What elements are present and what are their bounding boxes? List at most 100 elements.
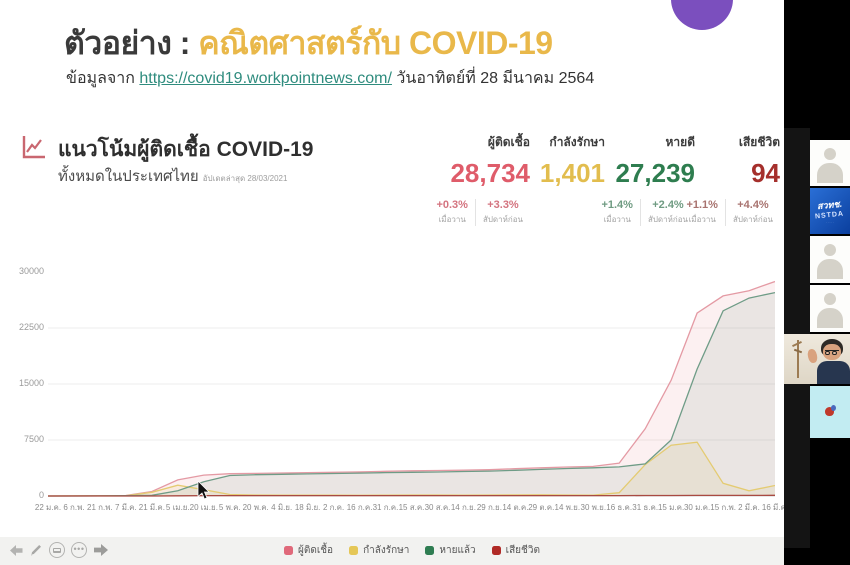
stat-value: 1,401 [539,158,605,188]
change-lastweek: +2.4% สัปดาห์ก่อน [639,199,695,226]
stat-value: 94 [751,158,780,188]
x-tick-label: 29 ก.ย. [476,503,502,512]
participants-sidebar: สวทช. NSTDA · · · · · [784,0,850,565]
laptop-icon[interactable] [49,542,65,558]
chart-canvas [47,280,776,497]
x-tick-label: 29 ต.ค. [528,503,555,512]
subtitle-prefix: ข้อมูลจาก [66,70,140,87]
x-tick-label: 20 พ.ค. [242,503,269,512]
stat-label: หายดี [665,135,695,149]
y-tick-label: 22500 [18,322,44,332]
participant-graphic-tile[interactable] [810,386,850,438]
slide-subtitle: ข้อมูลจาก https://covid19.workpointnews.… [66,66,594,91]
legend-swatch [425,546,435,555]
legend-item: หายแล้ว [425,543,476,558]
avatar-icon [817,308,843,328]
participant-nstda-logo-tile[interactable]: สวทช. NSTDA · · · · · [810,188,850,234]
participant-avatar-tile[interactable] [810,285,850,332]
change-pct: +4.4% [737,199,769,211]
pen-icon[interactable] [29,543,43,557]
x-tick-label: 31 ก.ค. [372,503,399,512]
stat-label: เสียชีวิต [738,135,780,149]
section-subtitle-text: ทั้งหมดในประเทศไทย [58,168,199,185]
legend-item: เสียชีวิต [491,543,540,558]
legend-label: หายแล้ว [439,545,476,556]
avatar-icon [817,163,843,183]
x-tick-label: 4 มิ.ย. [271,503,293,512]
stat-label: ผู้ติดเชื้อ [487,135,530,149]
legend-label: ผู้ติดเชื้อ [298,545,334,556]
x-tick-label: 15 ส.ค. [398,503,425,512]
change-pct: +2.4% [652,199,684,211]
y-tick-label: 15000 [18,378,44,388]
x-tick-label: 15 ก.พ. [710,503,736,512]
x-tick-label: 21 ก.พ. [87,503,113,512]
x-tick-label: 7 มี.ค. [115,503,137,512]
previous-arrow-icon[interactable] [10,544,23,557]
subtitle-date: วันอาทิตย์ที่ 28 มีนาคม 2564 [391,70,595,87]
stat-label: กำลังรักษา [549,135,605,149]
x-tick-label: 16 ก.ค. [346,503,373,512]
x-tick-label: 15 ม.ค. [657,503,685,512]
legend-swatch [284,546,293,555]
x-tick-label: 16 ธ.ค. [606,503,633,512]
legend-swatch [491,546,501,555]
change-yesterday: +0.3% เมื่อวาน [429,199,475,226]
bottom-bar [0,537,784,565]
person-glasses [825,350,839,355]
change-period: สัปดาห์ก่อน [647,215,688,224]
coat-rack [797,340,799,378]
covid-trend-chart [47,272,776,497]
x-tick-label: 30 ส.ค. [424,503,451,512]
legend-label: เสียชีวิต [505,545,540,556]
x-tick-label: 18 มิ.ย. [294,503,321,512]
y-tick-label: 0 [38,490,44,500]
stat-value: 27,239 [615,158,695,188]
legend-item: ผู้ติดเชื้อ [284,543,333,558]
nstda-logo-tagline: · · · · · [825,220,835,224]
avatar-icon [824,293,836,305]
change-pct: +3.3% [487,199,519,211]
stat-infected: ผู้ติดเชื้อ 28,734 +0.3% เมื่อวาน +3.3% สั… [420,133,530,226]
next-arrow-icon[interactable] [93,543,108,557]
change-period: สัปดาห์ก่อน [482,215,523,224]
decorative-circle [671,0,733,30]
title-prefix: ตัวอย่าง : [64,25,199,61]
change-lastweek: +4.4% สัปดาห์ก่อน [724,199,780,226]
change-period: เมื่อวาน [688,215,716,224]
avatar-icon [824,148,836,160]
change-pct: +0.3% [436,199,468,211]
stat-changes: +1.4% เมื่อวาน +2.4% สัปดาห์ก่อน [598,199,695,226]
avatar-icon [824,244,836,256]
participant-avatar-tile[interactable] [810,140,850,186]
line-chart-icon [22,136,45,159]
change-period: เมื่อวาน [603,215,631,224]
legend-swatch [349,546,359,555]
title-highlight: คณิตศาสตร์กับ COVID-19 [198,25,553,61]
ellipsis-icon[interactable]: ••• [71,542,87,558]
legend-label: กำลังรักษา [363,545,410,556]
person-shirt [817,361,850,384]
x-tick-label: 6 ก.พ. [63,503,85,512]
x-tick-label: 14 พ.ย. [554,503,581,512]
section-subtitle: ทั้งหมดในประเทศไทย อัปเดตล่าสุด 28/03/202… [58,164,287,188]
chart-legend: ผู้ติดเชื้อ กำลังรักษา หายแล้ว เสียชีวิต [284,543,540,558]
legend-item: กำลังรักษา [349,543,409,558]
stat-value: 28,734 [450,158,530,188]
x-tick-label: 30 พ.ย. [580,503,607,512]
stat-changes: +0.3% เมื่อวาน +3.3% สัปดาห์ก่อน [420,199,530,226]
x-tick-label: 14 ก.ย. [450,503,476,512]
change-period: เมื่อวาน [438,215,466,224]
slide-title: ตัวอย่าง : คณิตศาสตร์กับ COVID-19 [64,18,553,69]
participant-webcam-video[interactable] [784,334,850,384]
source-link[interactable]: https://covid19.workpointnews.com/ [139,70,392,87]
x-tick-label: 20 เม.ย. [189,503,218,512]
x-tick-label: 5 เม.ย. [165,503,190,512]
chart-x-axis: 22 ม.ค. 6 ก.พ. 21 ก.พ. 7 มี.ค. 21 มี.ค. 5 เม.… [35,501,788,513]
x-tick-label: 2 ก.ค. [322,503,345,512]
participant-avatar-tile[interactable] [810,236,850,283]
person-hand [806,348,819,364]
section-title: แนวโน้มผู้ติดเชื้อ COVID-19 [58,138,314,161]
x-tick-label: 2 มี.ค. [738,503,760,512]
